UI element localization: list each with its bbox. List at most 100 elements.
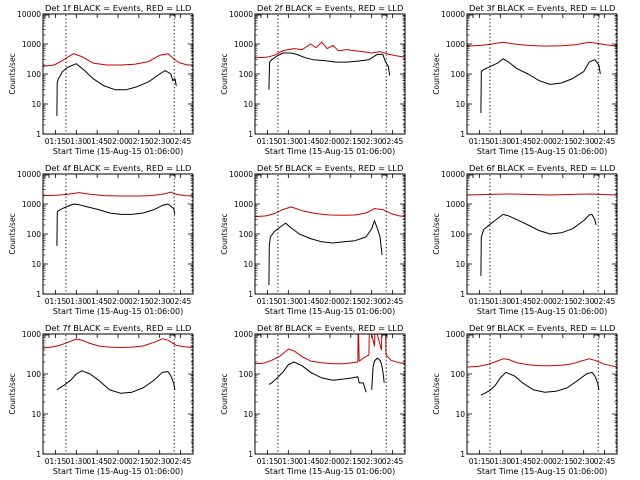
y-tick-label: 100 (27, 70, 42, 79)
x-tick-label: 01:30 (278, 457, 300, 466)
x-tick-label: 01:15 (257, 457, 279, 466)
y-axis-label: Counts/sec (8, 213, 17, 254)
x-tick-label: 02:30 (361, 457, 383, 466)
series-events-line (56, 63, 177, 116)
y-tick-label: 1 (248, 130, 253, 139)
y-tick-label: 1000 (446, 40, 465, 49)
x-tick-label: 02:30 (361, 297, 383, 306)
marker-bracket-start (44, 14, 50, 18)
marker-bracket-end (169, 334, 176, 338)
panel-title: Det 8f BLACK = Events, RED = LLD (257, 323, 403, 333)
y-axis-label: Counts/sec (432, 53, 441, 94)
x-tick-label: 02:00 (107, 137, 129, 146)
x-tick-label: 01:45 (298, 297, 320, 306)
x-tick-label: 02:45 (594, 297, 616, 306)
x-tick-label: 02:15 (128, 457, 150, 466)
x-tick-label: 02:45 (382, 297, 404, 306)
x-tick-label: 01:30 (66, 457, 88, 466)
y-tick-label: 10 (455, 100, 465, 109)
x-axis-label: Start Time (15-Aug-15 01:06:00) (477, 307, 608, 316)
x-tick-label: 02:45 (170, 457, 192, 466)
y-tick-label: 1 (248, 290, 253, 299)
y-tick-label: 10000 (17, 170, 41, 179)
series-lld-line (466, 41, 618, 47)
x-axis-label: Start Time (15-Aug-15 01:06:00) (265, 467, 396, 476)
x-tick-label: 01:30 (278, 297, 300, 306)
marker-bracket-start (256, 174, 262, 178)
panel-title: Det 1f BLACK = Events, RED = LLD (45, 3, 191, 13)
marker-bracket-end (593, 334, 600, 338)
x-tick-label: 02:30 (573, 297, 595, 306)
y-tick-label: 1 (460, 130, 465, 139)
y-tick-label: 1000 (234, 330, 253, 339)
x-tick-label: 02:15 (340, 137, 362, 146)
y-tick-label: 100 (239, 370, 254, 379)
y-tick-label: 10 (31, 100, 41, 109)
marker-bracket-start (468, 334, 474, 338)
y-tick-label: 100 (451, 230, 466, 239)
y-tick-label: 1 (460, 450, 465, 459)
x-tick-label: 01:45 (86, 457, 108, 466)
x-tick-label: 02:15 (552, 137, 574, 146)
y-tick-label: 1000 (446, 330, 465, 339)
x-tick-label: 01:45 (298, 457, 320, 466)
series-lld-line (254, 333, 406, 365)
x-tick-label: 02:45 (382, 457, 404, 466)
series-lld-line (466, 358, 618, 368)
x-tick-label: 01:15 (257, 137, 279, 146)
x-axis-label: Start Time (15-Aug-15 01:06:00) (53, 467, 184, 476)
x-tick-label: 01:45 (510, 137, 532, 146)
panel-title: Det 7f BLACK = Events, RED = LLD (45, 323, 191, 333)
series-events-line (268, 52, 391, 90)
y-tick-label: 100 (239, 230, 254, 239)
marker-bracket-start (44, 334, 50, 338)
x-tick-label: 02:00 (319, 297, 341, 306)
series-events-line (480, 371, 600, 396)
y-axis-label: Counts/sec (432, 373, 441, 414)
x-tick-label: 01:30 (66, 297, 88, 306)
x-tick-label: 02:30 (361, 137, 383, 146)
y-tick-label: 10000 (17, 10, 41, 19)
x-axis-label: Start Time (15-Aug-15 01:06:00) (265, 307, 396, 316)
x-tick-label: 01:45 (510, 457, 532, 466)
x-tick-label: 02:30 (149, 457, 171, 466)
x-tick-label: 01:45 (86, 297, 108, 306)
y-tick-label: 1 (248, 450, 253, 459)
series-events-line (268, 361, 367, 393)
x-tick-label: 01:15 (469, 457, 491, 466)
x-tick-label: 01:30 (66, 137, 88, 146)
x-tick-label: 02:45 (170, 137, 192, 146)
x-tick-label: 02:30 (573, 137, 595, 146)
y-tick-label: 10 (455, 410, 465, 419)
x-axis-label: Start Time (15-Aug-15 01:06:00) (53, 307, 184, 316)
x-tick-label: 01:15 (257, 297, 279, 306)
x-tick-label: 02:45 (594, 137, 616, 146)
marker-bracket-start (468, 14, 474, 18)
marker-bracket-end (169, 174, 176, 178)
x-tick-label: 02:00 (531, 297, 553, 306)
y-tick-label: 10 (31, 410, 41, 419)
x-tick-label: 01:15 (45, 297, 67, 306)
y-tick-label: 1000 (446, 200, 465, 209)
x-tick-label: 02:15 (552, 457, 574, 466)
x-axis-label: Start Time (15-Aug-15 01:06:00) (53, 147, 184, 156)
series-lld-line (466, 193, 618, 196)
marker-bracket-start (44, 174, 50, 178)
y-tick-label: 1 (36, 130, 41, 139)
series-events-line (56, 203, 176, 246)
y-tick-label: 10 (243, 100, 253, 109)
y-tick-label: 1000 (22, 40, 41, 49)
y-tick-label: 1000 (234, 200, 253, 209)
y-tick-label: 1 (36, 450, 41, 459)
y-tick-label: 1000 (234, 40, 253, 49)
x-tick-label: 01:15 (469, 297, 491, 306)
